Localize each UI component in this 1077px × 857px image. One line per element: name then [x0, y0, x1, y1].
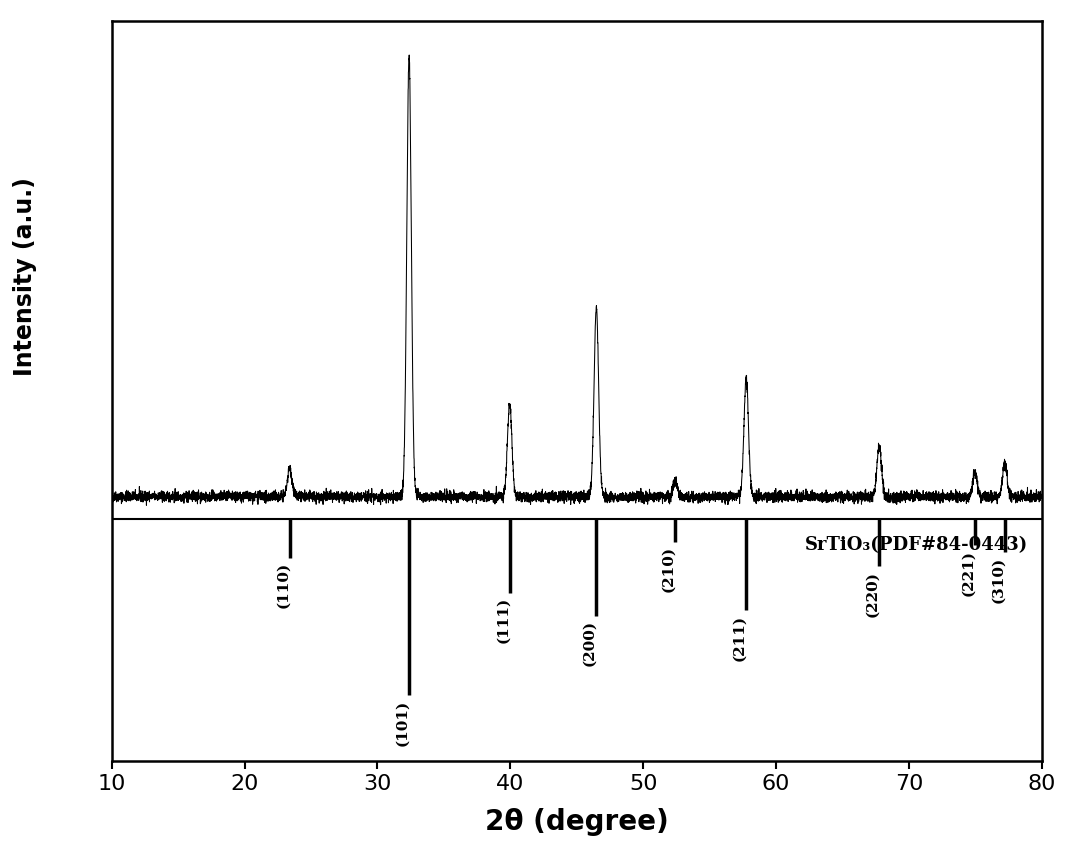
X-axis label: 2θ (degree): 2θ (degree): [485, 808, 669, 836]
Text: (110): (110): [276, 562, 290, 608]
Text: (101): (101): [395, 699, 409, 746]
Y-axis label: Intensity (a.u.): Intensity (a.u.): [13, 177, 38, 376]
Text: (210): (210): [661, 546, 675, 592]
Text: (310): (310): [991, 557, 1005, 602]
Text: (200): (200): [583, 620, 597, 666]
Text: (221): (221): [961, 549, 975, 596]
Text: (220): (220): [866, 571, 880, 617]
Text: (111): (111): [496, 597, 510, 644]
Text: SrTiO₃(PDF#84-0443): SrTiO₃(PDF#84-0443): [805, 536, 1029, 554]
Text: (211): (211): [732, 614, 746, 661]
